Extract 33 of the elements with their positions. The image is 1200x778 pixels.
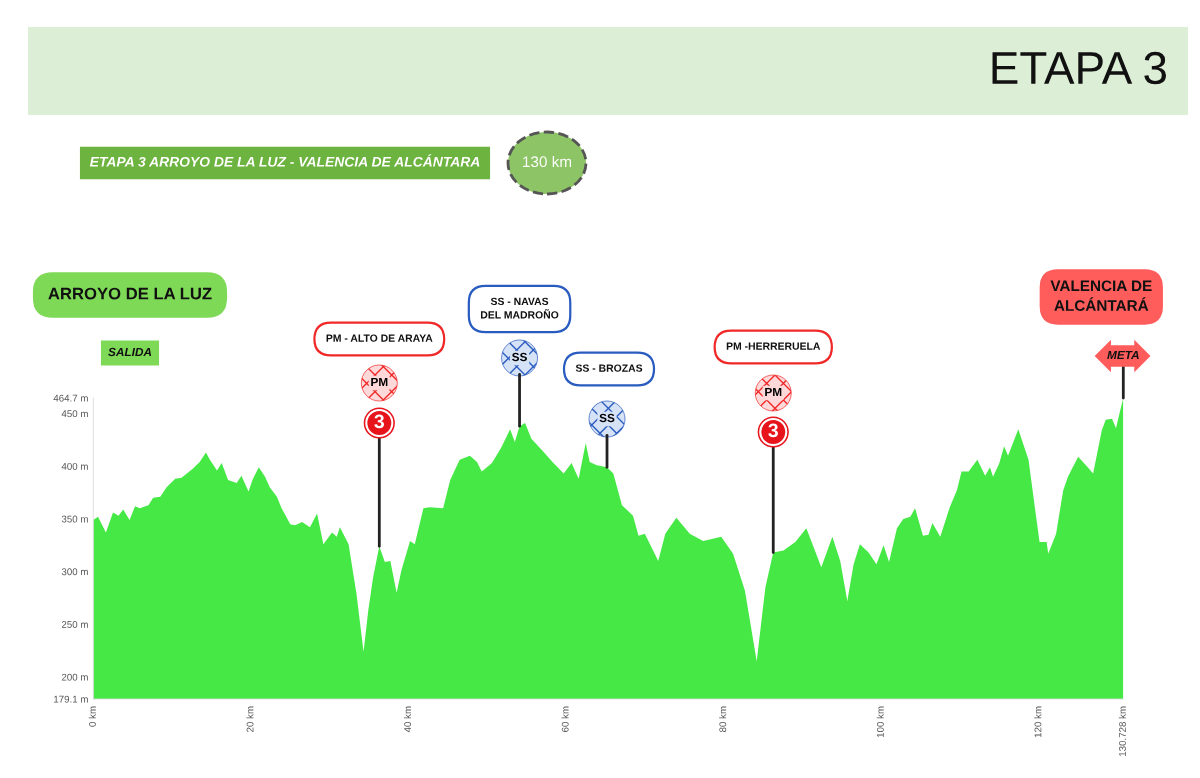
annotation: 3	[768, 423, 778, 438]
x-tick-label: 80 km	[719, 706, 727, 732]
text: PM	[371, 377, 388, 387]
text: SALIDA	[108, 347, 152, 357]
annotation: 3	[374, 414, 385, 429]
y-tick-label: 400 m	[61, 462, 88, 470]
text: SS - NAVAS DEL MADROÑO	[480, 297, 559, 319]
text: PM	[765, 387, 782, 397]
y-tick-label: 450 m	[61, 410, 88, 418]
text: 130 km	[523, 155, 572, 168]
chart-title: ETAPA 3	[992, 51, 1166, 85]
annotation: META	[1107, 350, 1139, 360]
y-tick-label: 200 m	[61, 673, 88, 681]
x-tick-label: 60 km	[561, 706, 569, 732]
x-tick-label: 0 km	[88, 706, 96, 727]
x-tick-label: 100 km	[876, 706, 884, 738]
text: SS - BROZAS	[575, 364, 643, 372]
y-tick-label: 179.1 m	[54, 695, 88, 703]
x-tick-label: 20 km	[246, 706, 254, 732]
x-tick-label: 120 km	[1034, 706, 1042, 738]
text: PM -HERRERUELA	[726, 342, 821, 350]
text: VALENCIA DE ALCÁNTARÁ	[1050, 280, 1152, 311]
annotation: SS	[512, 352, 527, 362]
x-tick-label: 130.728 km	[1118, 706, 1126, 756]
chart-subtitle: ETAPA 3 ARROYO DE LA LUZ - VALENCIA DE ALCÁNTARA	[89, 154, 480, 167]
y-tick-label: 464.7 m	[53, 394, 88, 402]
annotation: SS	[599, 413, 615, 423]
y-tick-label: 300 m	[61, 568, 88, 576]
x-tick-label: 40 km	[403, 706, 412, 733]
y-tick-label: 350 m	[61, 515, 88, 523]
text: ARROYO DE LA LUZ	[48, 287, 212, 300]
text: PM - ALTO DE ARAYA	[326, 334, 433, 342]
y-tick-label: 250 m	[61, 621, 88, 628]
